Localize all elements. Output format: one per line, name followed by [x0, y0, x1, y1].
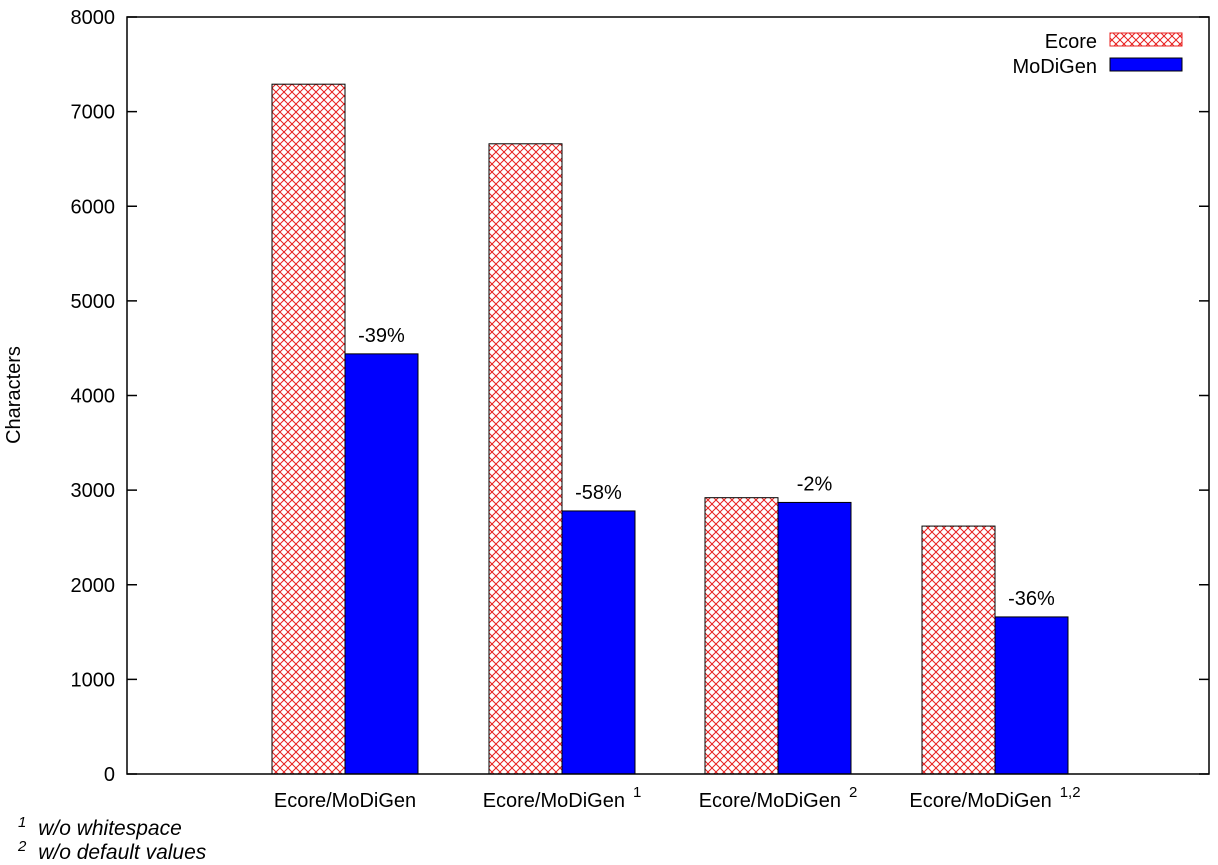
- x-tick-label: Ecore/MoDiGen 1: [483, 784, 642, 812]
- y-axis-ticks: 0 1000 2000 3000 4000 5000 6000 7000 8000: [71, 7, 1209, 786]
- x-tick-label: Ecore/MoDiGen: [274, 790, 416, 812]
- footnote-1: 1 w/o whitespace: [18, 809, 182, 840]
- x-axis-labels: Ecore/MoDiGen Ecore/MoDiGen 1 Ecore/MoDiGen…: [274, 784, 1081, 812]
- plot-frame: [126, 16, 1210, 775]
- legend: Ecore MoDiGen: [1013, 31, 1183, 78]
- y-tick-label: 3000: [71, 480, 116, 502]
- bar-delta-label: -2%: [797, 473, 833, 495]
- footnotes: 1 w/o whitespace 2 w/o default values: [17, 809, 207, 864]
- bar-delta-label: -39%: [358, 325, 405, 347]
- footnote-2-mark: 2: [17, 838, 27, 855]
- y-tick-label: 2000: [71, 575, 116, 597]
- bar-modigen: [561, 510, 636, 775]
- y-tick-label: 4000: [71, 386, 116, 408]
- bar-modigen: [777, 501, 852, 775]
- y-tick-label: 1000: [71, 669, 116, 691]
- legend-swatch-ecore: [1109, 32, 1183, 47]
- bar-ecore: [271, 83, 346, 775]
- bar-ecore: [704, 497, 779, 775]
- legend-swatch-modigen: [1109, 57, 1183, 72]
- footnote-2-text: w/o default values: [38, 841, 207, 864]
- y-tick-label: 5000: [71, 291, 116, 313]
- y-tick-label: 7000: [71, 102, 116, 124]
- legend-label-modigen: MoDiGen: [1013, 56, 1097, 78]
- bar-delta-label: -58%: [575, 482, 622, 504]
- x-tick-label: Ecore/MoDiGen 1,2: [909, 784, 1080, 812]
- bar-delta-label: -36%: [1008, 588, 1055, 610]
- bar-ecore: [488, 143, 563, 775]
- footnote-1-mark: 1: [18, 814, 26, 831]
- footnote-2: 2 w/o default values: [17, 833, 207, 864]
- y-tick-label: 0: [104, 764, 115, 786]
- bar-modigen: [344, 353, 419, 775]
- y-tick-label: 8000: [71, 7, 116, 29]
- x-tick-label: Ecore/MoDiGen 2: [699, 784, 858, 812]
- footnote-1-text: w/o whitespace: [38, 817, 182, 840]
- bar-ecore: [921, 525, 996, 775]
- bar-modigen: [994, 616, 1069, 775]
- y-axis-label: Characters: [3, 346, 25, 444]
- bars: [271, 83, 1069, 775]
- legend-label-ecore: Ecore: [1045, 31, 1097, 53]
- bar-labels: -39% -58% -2% -36%: [358, 325, 1055, 610]
- y-tick-label: 6000: [71, 196, 116, 218]
